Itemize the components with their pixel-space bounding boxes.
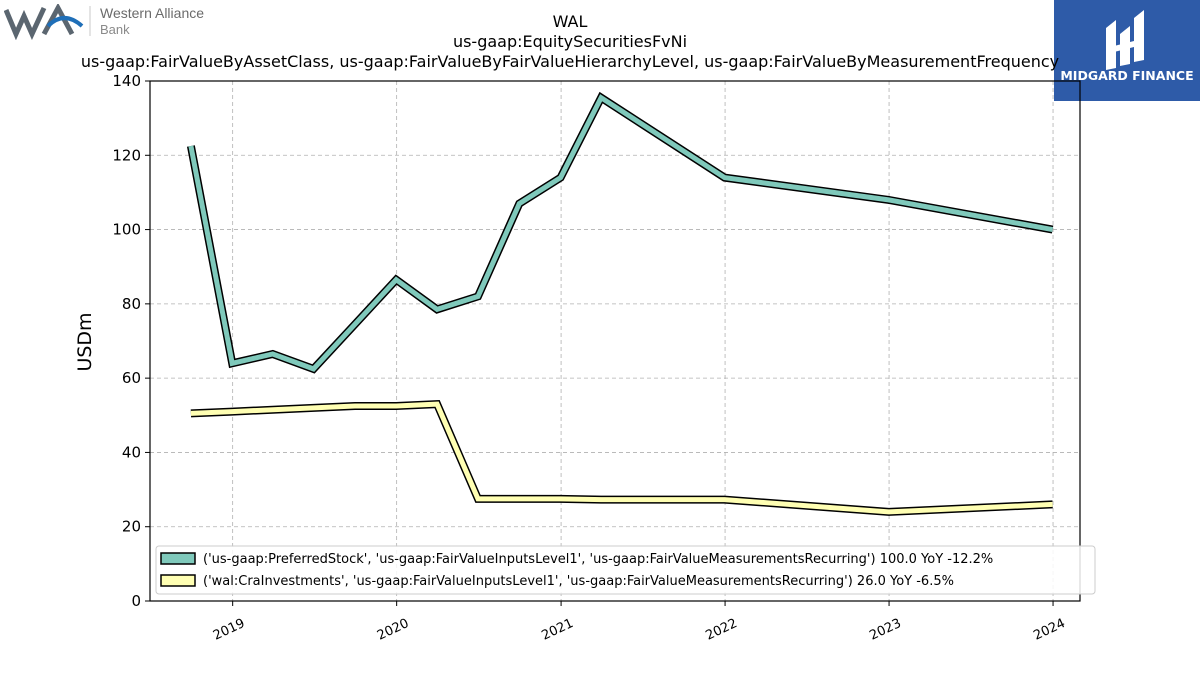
legend-box: [155, 545, 1096, 595]
logo-left-name: Western Alliance: [100, 5, 204, 21]
y-tick-label: 60: [122, 369, 141, 387]
chart-legend: ('us-gaap:PreferredStock', 'us-gaap:Fair…: [155, 545, 1096, 595]
y-axis-label: USDm: [74, 312, 96, 371]
y-tick-label: 100: [112, 221, 141, 239]
y-tick-label: 40: [122, 443, 141, 461]
wa-logo-mark: [3, 6, 47, 41]
y-tick-label: 20: [122, 518, 141, 536]
x-axis: 2019 2020 2021 2022 2023 2024: [211, 601, 1068, 644]
chart-title-line-3: us-gaap:FairValueByAssetClass, us-gaap:F…: [81, 52, 1059, 71]
logo-right-name: MIDGARD FINANCE: [1060, 68, 1193, 83]
series-2-line: [190, 401, 1053, 515]
chart-title: WALus-gaap:EquitySecuritiesFvNius-gaap:F…: [81, 12, 1059, 71]
x-tick-label: 2021: [539, 616, 575, 644]
x-tick-label: 2020: [375, 616, 411, 644]
midgard-mark-icon: [1106, 10, 1144, 70]
legend-swatch: [160, 552, 196, 565]
chart-title-line-1: WAL: [553, 12, 588, 31]
western-alliance-logo: Western Alliance Bank: [3, 2, 234, 41]
series-1-outline: [186, 91, 1054, 374]
legend-label: ('wal:CraInvestments', 'us-gaap:FairValu…: [203, 574, 954, 589]
y-tick-label: 80: [122, 295, 141, 313]
x-tick-label: 2019: [211, 616, 247, 644]
x-tick-label: 2023: [867, 616, 903, 644]
series-2-outline: [190, 399, 1053, 516]
y-tick-label: 140: [112, 72, 141, 90]
x-tick-label: 2022: [703, 616, 739, 644]
chart-series: [186, 91, 1054, 516]
y-tick-label: 0: [131, 592, 141, 610]
y-tick-label: 120: [112, 146, 141, 164]
x-tick-label: 2024: [1031, 616, 1067, 644]
chart-title-line-2: us-gaap:EquitySecuritiesFvNi: [453, 32, 687, 51]
legend-label: ('us-gaap:PreferredStock', 'us-gaap:Fair…: [203, 552, 993, 567]
series-1-line: [188, 94, 1054, 372]
plot-frame: [149, 80, 1081, 602]
chart-grid: [150, 80, 1080, 602]
y-axis: 0 20 40 60 80 100 120 140: [112, 72, 150, 610]
legend-swatch: [160, 574, 196, 587]
midgard-finance-logo: MIDGARD FINANCE: [1054, 0, 1200, 101]
logo-left-sub: Bank: [100, 22, 130, 37]
